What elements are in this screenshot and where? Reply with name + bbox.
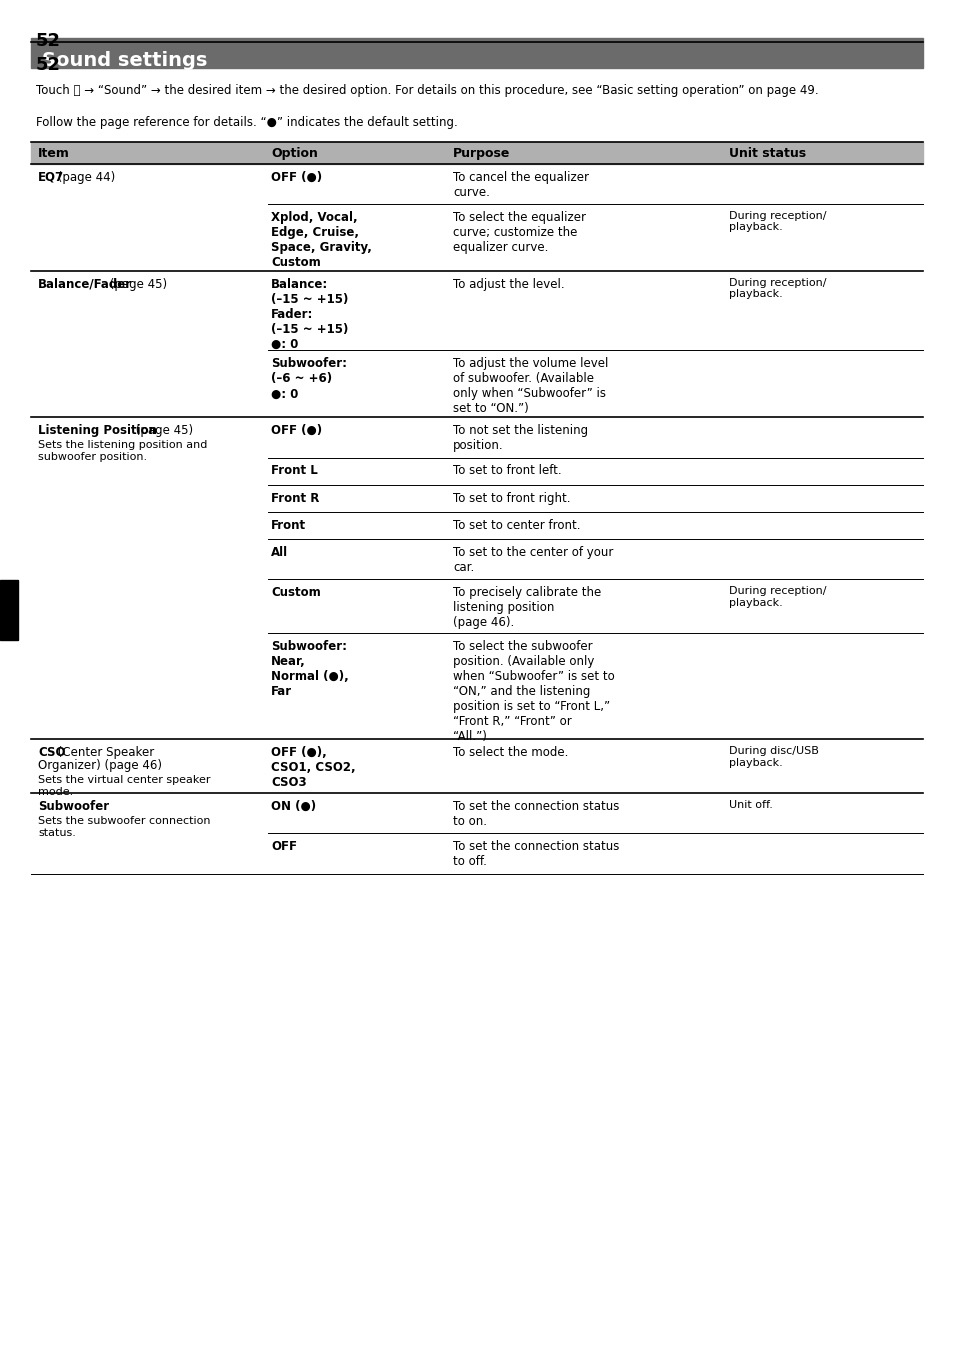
Text: Listening Position: Listening Position (38, 425, 157, 437)
Text: To not set the listening
position.: To not set the listening position. (453, 425, 587, 452)
Text: (page 44): (page 44) (53, 170, 114, 184)
Text: To adjust the level.: To adjust the level. (453, 277, 564, 291)
Text: (Center Speaker: (Center Speaker (53, 746, 153, 758)
Text: To set the connection status
to on.: To set the connection status to on. (453, 800, 618, 827)
Text: Subwoofer:
(–6 ~ +6)
●: 0: Subwoofer: (–6 ~ +6) ●: 0 (271, 357, 347, 400)
Text: During disc/USB
playback.: During disc/USB playback. (728, 746, 818, 768)
Text: Purpose: Purpose (453, 146, 510, 160)
Text: Organizer) (page 46): Organizer) (page 46) (38, 760, 162, 772)
Text: To set to center front.: To set to center front. (453, 519, 579, 531)
Text: During reception/
playback.: During reception/ playback. (728, 277, 825, 299)
Text: Sets the virtual center speaker
mode.: Sets the virtual center speaker mode. (38, 776, 211, 798)
Text: (page 45): (page 45) (106, 277, 167, 291)
Text: Subwoofer: Subwoofer (38, 800, 109, 813)
Text: OFF (●): OFF (●) (271, 425, 322, 437)
Text: During reception/
playback.: During reception/ playback. (728, 587, 825, 608)
Text: To set to the center of your
car.: To set to the center of your car. (453, 546, 613, 575)
Text: Front: Front (271, 519, 306, 531)
Text: Custom: Custom (271, 587, 320, 599)
Text: 52: 52 (36, 32, 61, 50)
Bar (30, 38, 923, 68)
Text: OFF (●),
CSO1, CSO2,
CSO3: OFF (●), CSO1, CSO2, CSO3 (271, 746, 355, 790)
Text: To set to front left.: To set to front left. (453, 465, 561, 477)
Text: Subwoofer:
Near,
Normal (●),
Far: Subwoofer: Near, Normal (●), Far (271, 639, 349, 698)
Bar (30, 142, 923, 164)
Text: Sound settings: Sound settings (42, 50, 207, 69)
Text: (page 45): (page 45) (132, 425, 193, 437)
Text: OFF: OFF (271, 841, 296, 853)
Text: To select the equalizer
curve; customize the
equalizer curve.: To select the equalizer curve; customize… (453, 211, 585, 254)
Text: To select the mode.: To select the mode. (453, 746, 568, 758)
Text: To set to front right.: To set to front right. (453, 492, 570, 504)
Text: Sets the subwoofer connection
status.: Sets the subwoofer connection status. (38, 817, 211, 838)
Text: Xplod, Vocal,
Edge, Cruise,
Space, Gravity,
Custom: Xplod, Vocal, Edge, Cruise, Space, Gravi… (271, 211, 372, 269)
Text: 52: 52 (36, 55, 61, 74)
Text: CSO: CSO (38, 746, 66, 758)
Text: EQ7: EQ7 (38, 170, 64, 184)
Text: Touch ⎙ → “Sound” → the desired item → the desired option. For details on this p: Touch ⎙ → “Sound” → the desired item → t… (36, 84, 818, 97)
Text: Balance:
(–15 ~ +15)
Fader:
(–15 ~ +15)
●: 0: Balance: (–15 ~ +15) Fader: (–15 ~ +15) … (271, 277, 348, 350)
Text: Sets the listening position and
subwoofer position.: Sets the listening position and subwoofe… (38, 441, 207, 462)
Text: To cancel the equalizer
curve.: To cancel the equalizer curve. (453, 170, 588, 199)
Text: Option: Option (271, 146, 317, 160)
Text: OFF (●): OFF (●) (271, 170, 322, 184)
Text: Front L: Front L (271, 465, 317, 477)
Text: Balance/Fader: Balance/Fader (38, 277, 132, 291)
Text: ON (●): ON (●) (271, 800, 315, 813)
Text: During reception/
playback.: During reception/ playback. (728, 211, 825, 233)
Text: Unit status: Unit status (728, 146, 805, 160)
Text: Follow the page reference for details. “●” indicates the default setting.: Follow the page reference for details. “… (36, 116, 457, 130)
Text: To precisely calibrate the
listening position
(page 46).: To precisely calibrate the listening pos… (453, 587, 600, 630)
Text: To set the connection status
to off.: To set the connection status to off. (453, 841, 618, 868)
Bar (0, 580, 18, 639)
Text: Item: Item (38, 146, 70, 160)
Text: Unit off.: Unit off. (728, 800, 772, 810)
Text: To select the subwoofer
position. (Available only
when “Subwoofer” is set to
“ON: To select the subwoofer position. (Avail… (453, 639, 614, 742)
Text: All: All (271, 546, 288, 558)
Text: To adjust the volume level
of subwoofer. (Available
only when “Subwoofer” is
set: To adjust the volume level of subwoofer.… (453, 357, 608, 415)
Text: Front R: Front R (271, 492, 319, 504)
